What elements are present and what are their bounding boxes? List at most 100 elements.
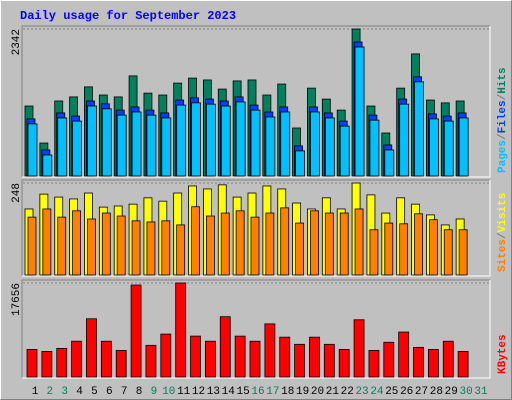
x-tick-label: 14 xyxy=(222,386,236,398)
legend-entry: Pages xyxy=(497,140,509,173)
bar xyxy=(56,347,68,378)
bar xyxy=(354,208,364,276)
panel-edge-dark xyxy=(21,179,490,276)
bar xyxy=(191,102,201,177)
bar xyxy=(100,340,112,378)
x-tick-label: 13 xyxy=(207,386,220,398)
x-tick-label: 30 xyxy=(460,386,473,398)
bar xyxy=(234,335,246,378)
legend-separator: / xyxy=(497,133,509,140)
bar xyxy=(443,120,454,177)
panel-edge-light xyxy=(22,26,491,178)
x-tick-label: 22 xyxy=(341,386,354,398)
bar xyxy=(294,343,306,378)
bar xyxy=(295,150,306,177)
x-tick-label: 24 xyxy=(370,386,384,398)
bar xyxy=(369,119,380,177)
bar xyxy=(369,229,379,276)
x-tick-label: 4 xyxy=(76,386,83,398)
bar xyxy=(398,331,410,378)
bar xyxy=(354,46,365,177)
bar xyxy=(279,336,291,378)
bar xyxy=(27,123,38,177)
bar xyxy=(116,114,127,177)
panel-edge-light xyxy=(22,180,491,277)
x-tick-label: 16 xyxy=(251,386,264,398)
x-tick-label: 6 xyxy=(106,386,113,398)
bar xyxy=(413,346,424,378)
bar xyxy=(324,117,335,177)
x-tick-label: 7 xyxy=(121,386,128,398)
bar xyxy=(458,229,468,276)
x-tick-label: 11 xyxy=(177,386,191,398)
x-tick-label: 27 xyxy=(415,386,428,398)
bar xyxy=(249,340,261,378)
bar xyxy=(191,206,200,276)
bar xyxy=(71,340,82,378)
x-tick-label: 23 xyxy=(355,386,368,398)
x-tick-label: 3 xyxy=(61,386,68,398)
bar xyxy=(339,212,349,276)
x-tick-label: 8 xyxy=(136,386,143,398)
x-tick-label: 10 xyxy=(162,386,175,398)
bar xyxy=(443,229,453,276)
bar xyxy=(309,336,320,378)
legend: Sites/Visits xyxy=(497,193,509,272)
x-tick-label: 21 xyxy=(326,386,340,398)
bar xyxy=(130,284,142,378)
bar xyxy=(368,350,380,378)
bar xyxy=(146,114,157,177)
x-tick-label: 18 xyxy=(281,386,294,398)
bar xyxy=(131,220,141,276)
legend-separator: / xyxy=(497,93,509,100)
legend-entry: Hits xyxy=(497,67,509,93)
bar xyxy=(235,101,246,177)
legend-entry: Files xyxy=(497,100,509,133)
x-tick-label: 5 xyxy=(91,386,98,398)
bar xyxy=(384,149,395,177)
bar xyxy=(235,210,245,276)
bar xyxy=(72,120,82,177)
panel-edge-light xyxy=(22,280,491,379)
bar xyxy=(57,216,67,276)
bar xyxy=(280,111,291,177)
bar xyxy=(414,81,424,177)
legend: Pages/Files/Hits xyxy=(497,67,509,173)
x-tick-label: 28 xyxy=(430,386,443,398)
bar xyxy=(115,350,127,378)
bar xyxy=(457,351,469,378)
bar xyxy=(57,117,68,177)
bar xyxy=(176,104,187,177)
bar xyxy=(414,213,423,276)
bar xyxy=(41,351,53,378)
bar xyxy=(220,212,230,276)
bar xyxy=(161,220,171,276)
chart-title: Daily usage for September 2023 xyxy=(20,9,236,23)
bar xyxy=(161,117,172,177)
bar xyxy=(399,103,410,177)
legend-entry: Visits xyxy=(497,193,509,233)
bar xyxy=(219,316,231,378)
bar xyxy=(160,333,172,378)
bar xyxy=(265,116,276,177)
bar xyxy=(101,108,112,177)
bar xyxy=(42,208,52,276)
bar xyxy=(131,111,142,177)
bar xyxy=(280,207,290,276)
bar xyxy=(175,282,187,378)
bar xyxy=(324,212,334,276)
bar xyxy=(338,349,350,378)
x-tick-label: 19 xyxy=(296,386,309,398)
legend-separator: / xyxy=(497,232,509,239)
y-tick-label: 2342 xyxy=(11,29,23,55)
bar xyxy=(190,335,201,378)
y-tick-label: 248 xyxy=(11,183,23,203)
bar xyxy=(250,216,260,276)
x-tick-label: 20 xyxy=(311,386,324,398)
panel-edge-dark xyxy=(21,25,490,177)
bar xyxy=(442,340,454,378)
bar xyxy=(220,105,231,177)
bar xyxy=(145,344,157,378)
bar xyxy=(353,319,365,378)
